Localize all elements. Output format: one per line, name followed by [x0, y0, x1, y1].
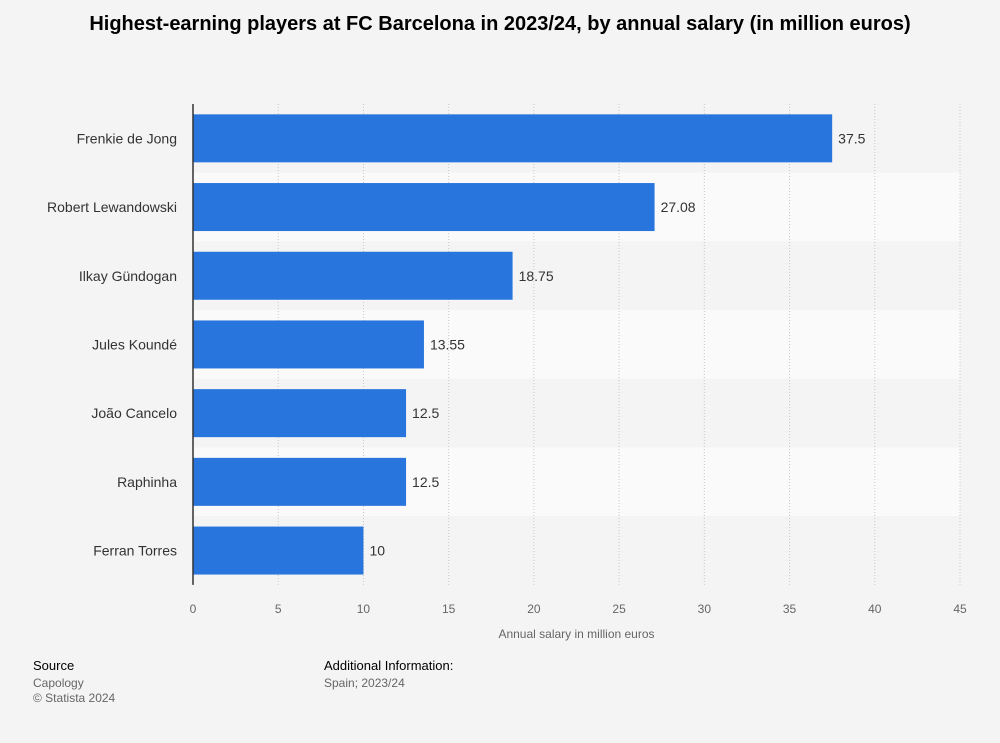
x-tick-label: 15	[442, 602, 456, 616]
source-label: Source	[33, 658, 75, 673]
additional-info-text: Spain; 2023/24	[324, 676, 405, 690]
additional-info-label: Additional Information:	[324, 658, 454, 673]
value-label: 18.75	[519, 268, 554, 284]
category-label: Frenkie de Jong	[77, 130, 177, 146]
value-label: 13.55	[430, 336, 465, 352]
x-tick-label: 20	[527, 602, 541, 616]
category-label: Ferran Torres	[93, 543, 177, 559]
value-label: 27.08	[661, 199, 696, 215]
category-label: João Cancelo	[91, 405, 177, 421]
x-tick-label: 10	[357, 602, 371, 616]
x-tick-label: 0	[190, 602, 197, 616]
bar	[193, 251, 513, 300]
x-axis-title: Annual salary in million euros	[498, 627, 654, 641]
x-tick-label: 45	[953, 602, 967, 616]
bar-chart: Frenkie de Jong 37.5 Robert Lewandowski 27.…	[47, 104, 967, 641]
source-text-1: Capology	[33, 676, 84, 690]
category-label: Ilkay Gündogan	[79, 268, 177, 284]
value-label: 12.5	[412, 405, 439, 421]
x-tick-label: 5	[275, 602, 282, 616]
category-label: Jules Koundé	[92, 336, 177, 352]
chart-title: Highest-earning players at FC Barcelona …	[89, 13, 911, 35]
category-label: Robert Lewandowski	[47, 199, 177, 215]
bar	[193, 114, 833, 163]
source-text-2: © Statista 2024	[33, 691, 116, 705]
x-tick-label: 40	[868, 602, 882, 616]
bar	[193, 183, 655, 232]
x-tick-label: 25	[612, 602, 626, 616]
value-label: 12.5	[412, 474, 439, 490]
x-tick-label: 30	[698, 602, 712, 616]
value-label: 37.5	[838, 130, 865, 146]
category-label: Raphinha	[117, 474, 177, 490]
bar	[193, 526, 364, 575]
bar	[193, 389, 407, 438]
bar	[193, 320, 424, 369]
value-label: 10	[369, 543, 385, 559]
bar	[193, 457, 407, 506]
x-tick-label: 35	[783, 602, 797, 616]
